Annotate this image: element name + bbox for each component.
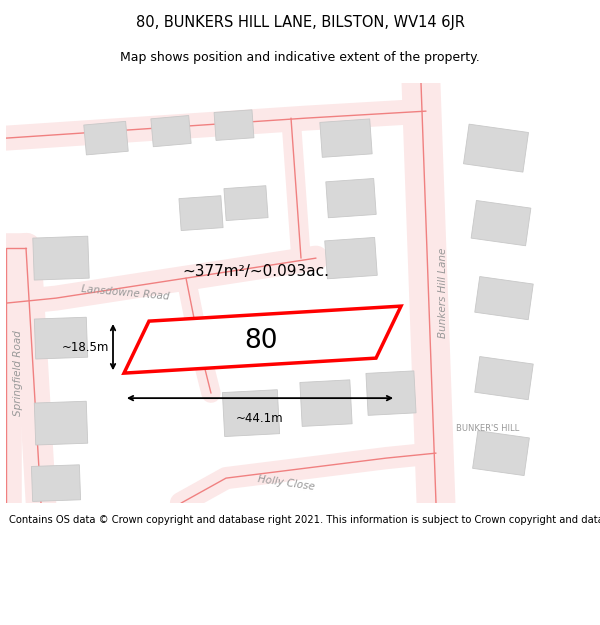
Polygon shape xyxy=(326,179,376,217)
Polygon shape xyxy=(325,238,377,279)
Polygon shape xyxy=(34,318,88,359)
Polygon shape xyxy=(124,306,401,373)
Polygon shape xyxy=(300,380,352,426)
Polygon shape xyxy=(475,276,533,320)
Text: Bunkers Hill Lane: Bunkers Hill Lane xyxy=(438,248,448,338)
Text: Contains OS data © Crown copyright and database right 2021. This information is : Contains OS data © Crown copyright and d… xyxy=(9,514,600,524)
Polygon shape xyxy=(473,431,529,476)
Polygon shape xyxy=(151,116,191,147)
Text: 80: 80 xyxy=(244,328,278,354)
Polygon shape xyxy=(33,236,89,280)
Polygon shape xyxy=(471,201,531,246)
Polygon shape xyxy=(84,121,128,155)
Polygon shape xyxy=(464,124,529,172)
Text: ~18.5m: ~18.5m xyxy=(62,341,109,354)
Text: Lansdowne Road: Lansdowne Road xyxy=(81,284,170,302)
Text: Springfield Road: Springfield Road xyxy=(13,330,23,416)
Polygon shape xyxy=(179,196,223,231)
Text: ~377m²/~0.093ac.: ~377m²/~0.093ac. xyxy=(182,264,329,279)
Polygon shape xyxy=(223,390,280,436)
Polygon shape xyxy=(366,371,416,416)
Text: 80, BUNKERS HILL LANE, BILSTON, WV14 6JR: 80, BUNKERS HILL LANE, BILSTON, WV14 6JR xyxy=(136,15,464,30)
Text: ~44.1m: ~44.1m xyxy=(236,412,284,425)
Polygon shape xyxy=(34,401,88,445)
Text: Map shows position and indicative extent of the property.: Map shows position and indicative extent… xyxy=(120,51,480,64)
Polygon shape xyxy=(31,465,80,501)
Text: BUNKER'S HILL: BUNKER'S HILL xyxy=(456,424,519,432)
Polygon shape xyxy=(320,119,372,158)
Text: Holly Close: Holly Close xyxy=(257,474,315,492)
Polygon shape xyxy=(224,186,268,221)
Polygon shape xyxy=(214,110,254,141)
Polygon shape xyxy=(475,356,533,400)
